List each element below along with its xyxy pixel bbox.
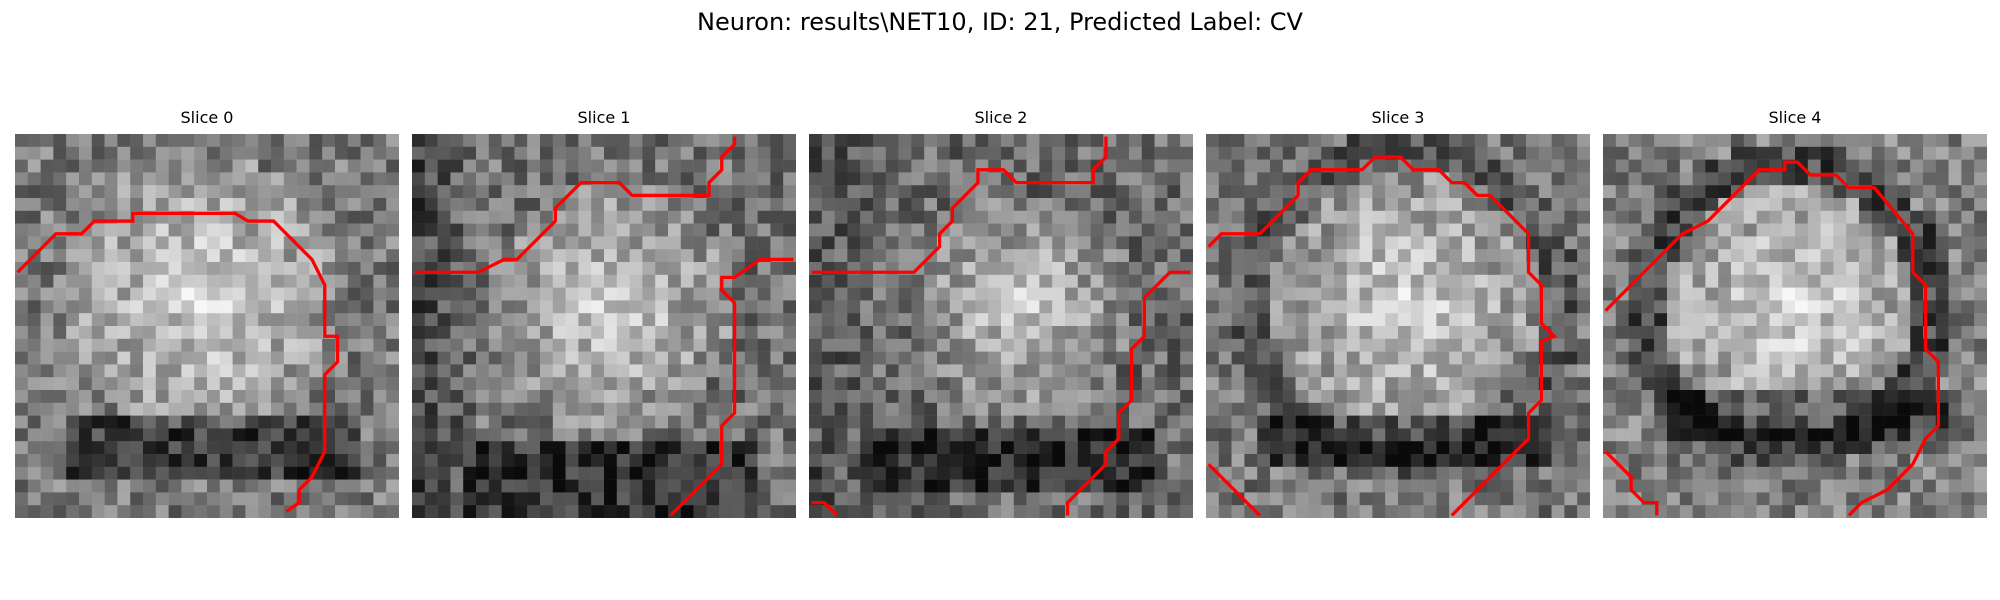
contour-line	[811, 500, 839, 517]
slice-panel-2: Slice 2	[809, 108, 1193, 518]
contour-line	[414, 136, 737, 274]
contour-line	[1604, 450, 1659, 516]
slice-panel-3: Slice 3	[1206, 108, 1590, 518]
contour-line	[16, 211, 340, 513]
contour-line	[1604, 160, 1941, 517]
pixel-grid	[15, 134, 399, 518]
pixel-grid	[412, 134, 796, 518]
slice-panel-4: Slice 4	[1603, 108, 1987, 518]
slice-image-4	[1603, 134, 1987, 518]
contour-line	[669, 257, 794, 517]
contour-line	[1065, 270, 1191, 516]
slice-image-0	[15, 134, 399, 518]
pixel-grid	[1206, 134, 1590, 518]
slice-panel-1: Slice 1	[412, 108, 796, 518]
figure-title: Neuron: results\NET10, ID: 21, Predicted…	[697, 8, 1303, 36]
slice-title: Slice 4	[1768, 108, 1822, 127]
slice-panel-0: Slice 0	[15, 108, 399, 518]
slice-title: Slice 1	[577, 108, 631, 127]
slice-title: Slice 2	[974, 108, 1028, 127]
slice-title: Slice 0	[180, 108, 234, 127]
pixel-grid	[1603, 134, 1987, 518]
slice-title: Slice 3	[1371, 108, 1425, 127]
contour-line	[811, 136, 1108, 274]
contour-line	[1207, 155, 1558, 517]
slice-image-1	[412, 134, 796, 518]
contour-line	[1207, 463, 1261, 517]
pixel-grid	[809, 134, 1193, 518]
slice-image-2	[809, 134, 1193, 518]
slice-image-3	[1206, 134, 1590, 518]
